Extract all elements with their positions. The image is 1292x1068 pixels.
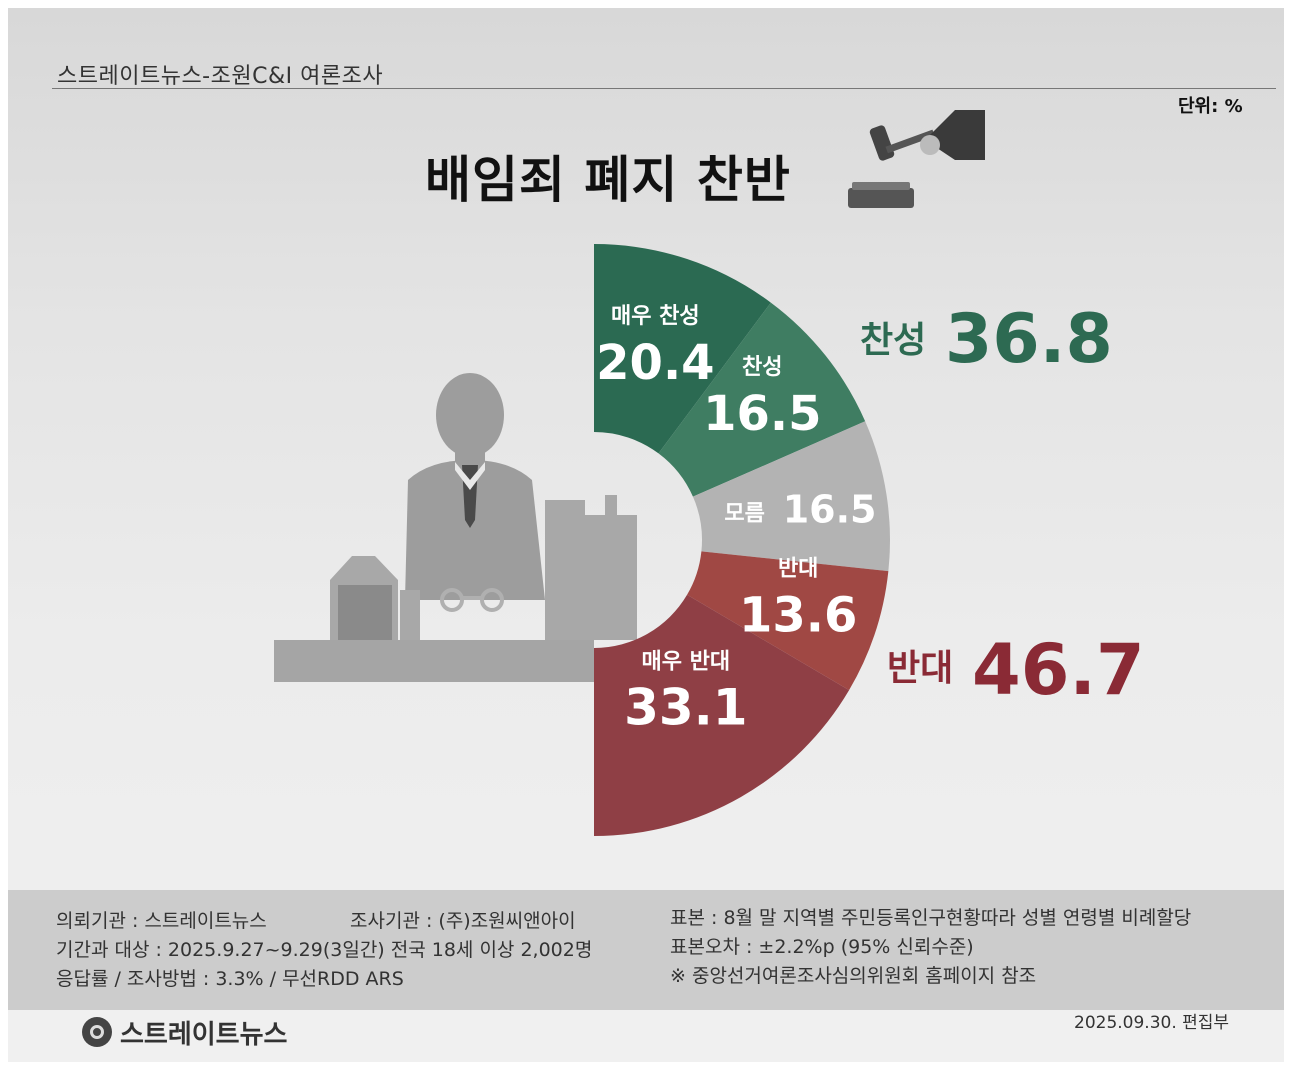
- header-divider: [52, 88, 1276, 89]
- footer-sample: 표본 : 8월 말 지역별 주민등록인구현황따라 성별 연령별 비례할당: [670, 907, 1192, 929]
- segment-unknown: [692, 421, 890, 572]
- footer-panel: [8, 890, 1284, 1010]
- segment-value-very-agree: 20.4: [596, 335, 714, 391]
- base-platform: [274, 640, 594, 682]
- disagree-total-value: 46.7: [972, 629, 1145, 711]
- chart-title: 배임죄 폐지 찬반: [425, 151, 791, 209]
- footer-client: 의뢰기관 : 스트레이트뉴스: [56, 910, 267, 932]
- segment-value-very-disagree: 33.1: [624, 679, 747, 737]
- segment-disagree: [687, 551, 889, 691]
- segment-value-disagree: 13.6: [739, 587, 857, 643]
- agree-total-value: 36.8: [945, 300, 1113, 379]
- footer-error: 표본오차 : ±2.2%p (95% 신뢰수준): [670, 936, 974, 958]
- segment-label-very-agree: 매우 찬성: [611, 304, 700, 329]
- segment-label-agree: 찬성: [742, 355, 782, 380]
- agree-total-label: 찬성: [860, 320, 926, 361]
- logo-icon: [82, 1017, 112, 1047]
- handcuffs-icon: [440, 588, 504, 612]
- gavel-icon: [848, 110, 985, 208]
- footer-note: ※ 중앙선거여론조사심의위원회 홈페이지 참조: [670, 965, 1037, 987]
- footer-response: 응답률 / 조사방법 : 3.3% / 무선RDD ARS: [56, 968, 404, 990]
- unit-label: 단위: %: [1178, 96, 1243, 117]
- publish-date: 2025.09.30. 편집부: [1074, 1013, 1230, 1033]
- infographic-card: [8, 8, 1284, 1062]
- brand-name: 스트레이트뉴스: [120, 1019, 288, 1050]
- buildings-icon: [330, 495, 637, 640]
- survey-source: 스트레이트뉴스-조원C&I 여론조사: [57, 64, 384, 89]
- segment-very-disagree: [594, 594, 850, 836]
- brand-logo: 스트레이트뉴스: [82, 1014, 287, 1050]
- disagree-total-label: 반대: [887, 648, 953, 689]
- segment-label-disagree: 반대: [778, 556, 818, 581]
- businessman-silhouette-icon: [405, 373, 545, 600]
- footer-agency: 조사기관 : (주)조원씨앤아이: [350, 910, 576, 932]
- segment-value-agree: 16.5: [703, 386, 821, 442]
- segment-agree: [658, 302, 866, 497]
- segment-label-unknown: 모름: [724, 502, 764, 527]
- segment-value-unknown: 16.5: [783, 488, 877, 532]
- segment-very-agree: [594, 244, 771, 454]
- segment-label-very-disagree: 매우 반대: [642, 650, 731, 675]
- footer-period: 기간과 대상 : 2025.9.27~9.29(3일간) 전국 18세 이상 2…: [56, 939, 593, 961]
